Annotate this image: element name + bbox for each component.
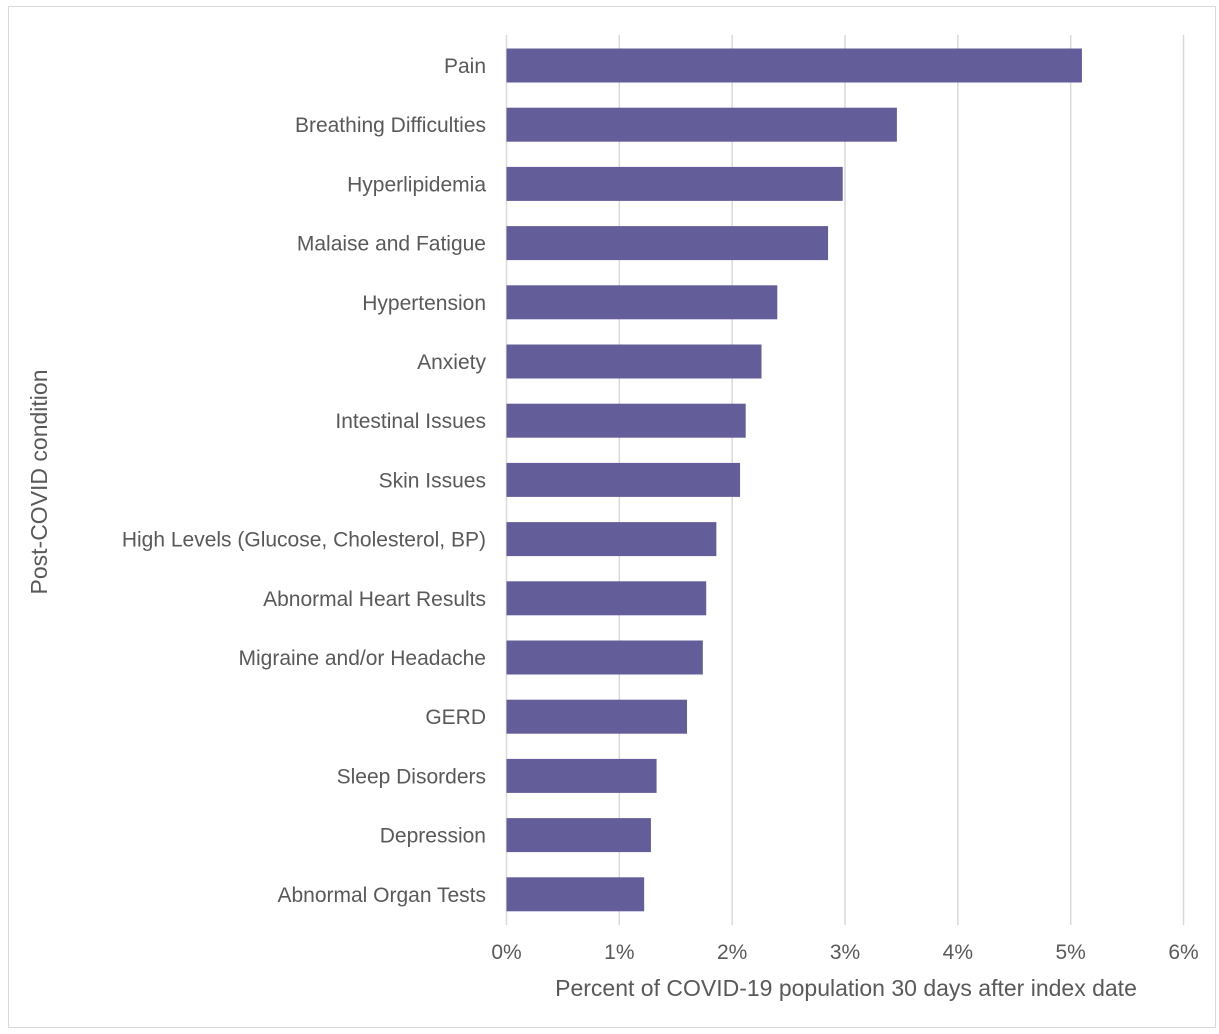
category-label: Breathing Difficulties [295, 114, 486, 137]
category-label: Pain [444, 55, 486, 78]
category-label: GERD [425, 706, 486, 729]
category-label: Anxiety [417, 351, 486, 374]
category-label: Depression [380, 825, 486, 848]
bars [506, 48, 1082, 912]
category-labels: Pain Breathing Difficulties Hyperlipidemia… [122, 55, 487, 907]
category-label: Sleep Disorders [337, 765, 486, 788]
bar [506, 166, 843, 201]
x-tick-label: 5% [1055, 941, 1085, 964]
bar [506, 699, 688, 734]
bar [506, 581, 707, 616]
x-axis-title: Percent of COVID-19 population 30 days a… [555, 975, 1137, 1001]
category-label: Intestinal Issues [335, 410, 486, 433]
bar [506, 403, 746, 438]
bar [506, 877, 645, 912]
x-tick-label: 0% [491, 941, 521, 964]
bar [506, 640, 703, 675]
x-tick-label: 4% [943, 941, 973, 964]
bar [506, 818, 651, 853]
bar [506, 107, 897, 142]
bar [506, 522, 717, 557]
category-label: Hyperlipidemia [347, 173, 486, 196]
category-label: Abnormal Organ Tests [277, 884, 486, 907]
category-label: Skin Issues [379, 469, 486, 492]
y-axis-title: Post-COVID condition [26, 370, 52, 595]
x-tick-label: 1% [604, 941, 634, 964]
x-tick-labels: 0% 1% 2% 3% 4% 5% 6% [491, 941, 1198, 964]
bar-chart: Pain Breathing Difficulties Hyperlipidemia… [26, 35, 1199, 1001]
category-label: Hypertension [362, 292, 486, 315]
category-label: Migraine and/or Headache [239, 647, 487, 670]
category-label: Abnormal Heart Results [263, 588, 486, 611]
category-label: Malaise and Fatigue [297, 233, 486, 256]
x-tick-label: 2% [717, 941, 747, 964]
x-tick-label: 3% [830, 941, 860, 964]
bar [506, 462, 741, 497]
bar [506, 48, 1082, 83]
bar [506, 285, 778, 320]
x-tick-label: 6% [1168, 941, 1198, 964]
category-label: High Levels (Glucose, Cholesterol, BP) [122, 529, 486, 552]
chart-frame: Pain Breathing Difficulties Hyperlipidemia… [8, 6, 1216, 1028]
bar [506, 226, 829, 261]
bar [506, 758, 657, 793]
bar [506, 344, 762, 379]
